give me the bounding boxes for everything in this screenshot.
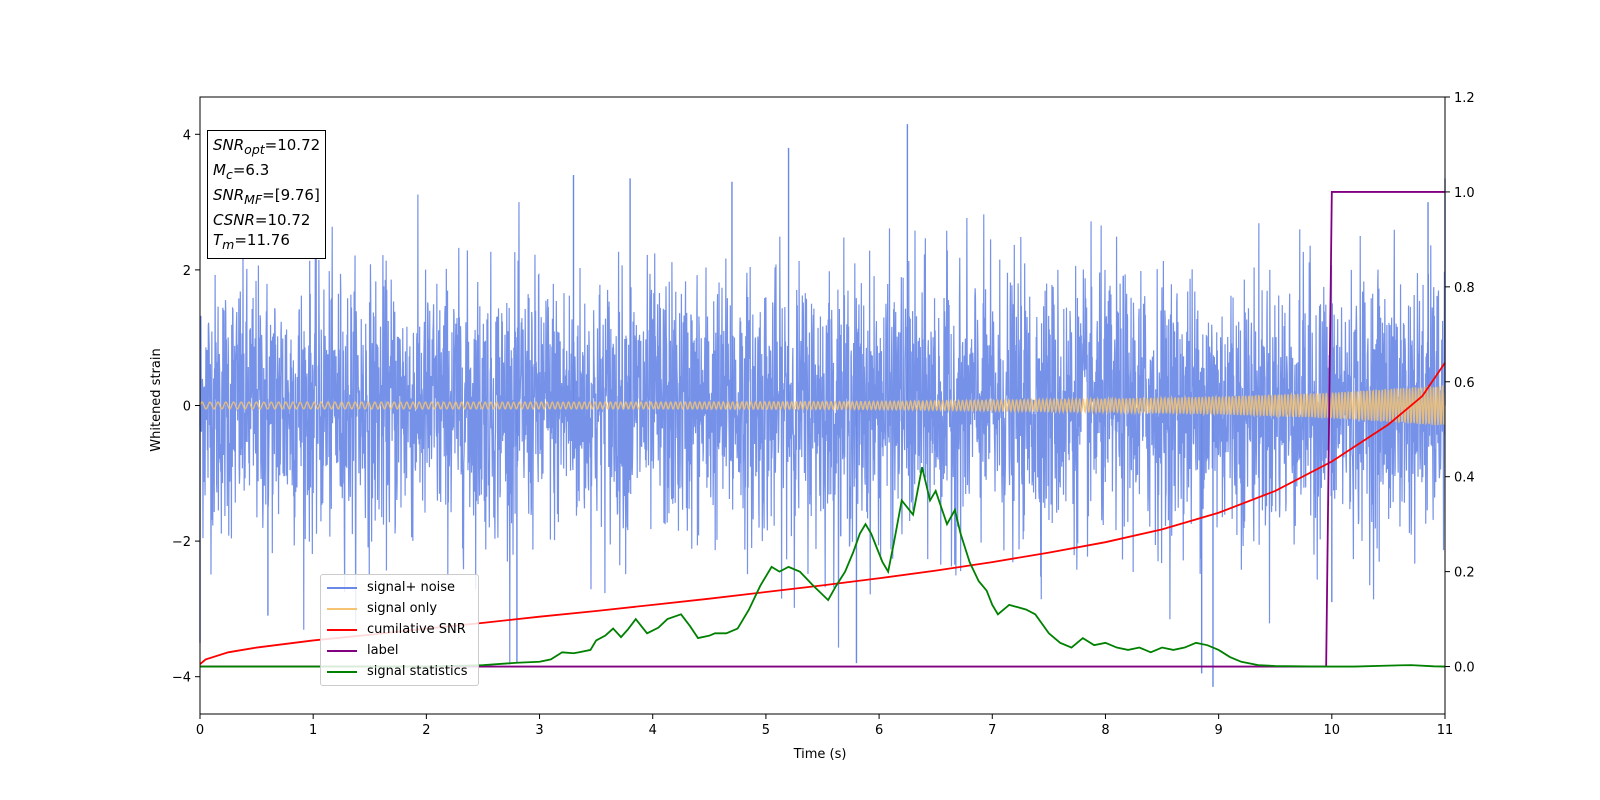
legend-label: label (367, 643, 399, 658)
y2-tick-label: 0.4 (1454, 471, 1475, 486)
legend-swatch-cumulative-snr (327, 628, 357, 631)
x-tick-label: 1 (309, 723, 317, 738)
x-tick-label: 0 (196, 723, 204, 738)
x-tick-label: 11 (1437, 723, 1454, 738)
info-box: SNRopt=10.72 Mc=6.3 SNRMF=[9.76] CSNR=10… (207, 130, 327, 259)
noise-trace (199, 194, 1446, 665)
x-tick-label: 7 (988, 723, 996, 738)
x-tick-label: 6 (875, 723, 883, 738)
chirp-mass-line: Mc=6.3 (213, 161, 270, 182)
y-tick-label: −4 (172, 671, 191, 686)
y2-tick-label: 0.2 (1454, 566, 1475, 581)
legend-swatch-signal-only (327, 607, 357, 610)
x-tick-label: 2 (422, 723, 430, 738)
x-tick-label: 8 (1101, 723, 1109, 738)
x-tick-label: 9 (1214, 723, 1222, 738)
x-tick-label: 10 (1324, 723, 1341, 738)
y-axis-title: Whitened strain (149, 348, 164, 451)
x-tick-label: 3 (535, 723, 543, 738)
y2-tick-label: 0.8 (1454, 281, 1475, 296)
y-tick-label: 2 (183, 264, 191, 279)
legend-swatch-signal-statistics (327, 670, 357, 673)
legend-swatch-signal-noise (327, 586, 357, 589)
legend-item-signal-only: signal only (321, 598, 478, 619)
legend-label: cumilative SNR (367, 622, 466, 637)
legend-label: signal+ noise (367, 580, 456, 595)
legend-swatch-label (327, 649, 357, 652)
series-signal-only (199, 385, 1446, 426)
series-signal-statistics (200, 466, 1446, 668)
y-tick-label: 4 (183, 128, 191, 143)
csnr-line: CSNR=10.72 (213, 211, 311, 229)
y-tick-label: −2 (172, 535, 191, 550)
series-label (200, 191, 1445, 668)
tm-line: Tm=11.76 (213, 231, 290, 252)
legend-item-signal-noise: signal+ noise (321, 577, 478, 598)
y2-tick-label: 1.0 (1454, 186, 1475, 201)
y2-tick-label: 0.6 (1454, 376, 1475, 391)
y2-tick-label: 0.0 (1454, 661, 1475, 676)
y2-tick-label: 1.2 (1454, 91, 1475, 106)
x-axis-title: Time (s) (793, 747, 847, 762)
legend-label: signal statistics (367, 664, 468, 679)
y-tick-label: 0 (183, 400, 191, 415)
snr-opt-line: SNRopt=10.72 (213, 136, 321, 157)
snr-mf-line: SNRMF=[9.76] (213, 186, 320, 207)
x-tick-label: 5 (762, 723, 770, 738)
legend: signal+ noise signal only cumilative SNR… (320, 574, 479, 686)
x-tick-label: 4 (649, 723, 657, 738)
legend-label: signal only (367, 601, 438, 616)
legend-item-signal-statistics: signal statistics (321, 661, 478, 682)
legend-item-cumulative-snr: cumilative SNR (321, 619, 478, 640)
legend-item-label: label (321, 640, 478, 661)
